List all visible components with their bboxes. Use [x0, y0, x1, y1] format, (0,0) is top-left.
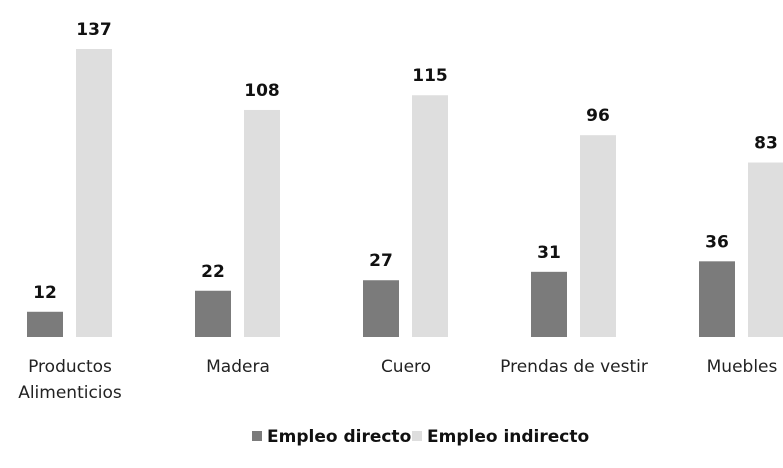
bar [244, 109, 280, 337]
category-label: Prendas de vestir [500, 357, 648, 377]
category-label: Muebles [706, 357, 778, 377]
legend-label: Empleo indirecto [427, 427, 589, 447]
bar [27, 311, 63, 337]
value-label: 108 [244, 81, 280, 101]
bar [412, 95, 448, 338]
value-label: 83 [754, 134, 778, 154]
bar [531, 271, 567, 337]
value-label: 12 [33, 283, 57, 303]
bar [363, 280, 399, 337]
category-label: Cuero [380, 357, 432, 377]
legend-swatch [412, 431, 422, 441]
category-label: Productos Alimenticios [18, 357, 122, 403]
value-label: 27 [369, 251, 393, 271]
category-label: Madera [206, 357, 270, 377]
legend-label: Empleo directo [267, 427, 411, 447]
value-label: 31 [537, 243, 561, 263]
value-label: 115 [412, 66, 448, 86]
bar [748, 162, 783, 337]
bar [76, 49, 112, 337]
bar [580, 135, 616, 337]
bar [699, 261, 735, 337]
bar [195, 290, 231, 337]
legend-swatch [252, 431, 262, 441]
value-label: 22 [201, 262, 225, 282]
value-label: 36 [705, 232, 729, 252]
value-label: 96 [586, 106, 610, 126]
value-label: 137 [76, 20, 112, 40]
